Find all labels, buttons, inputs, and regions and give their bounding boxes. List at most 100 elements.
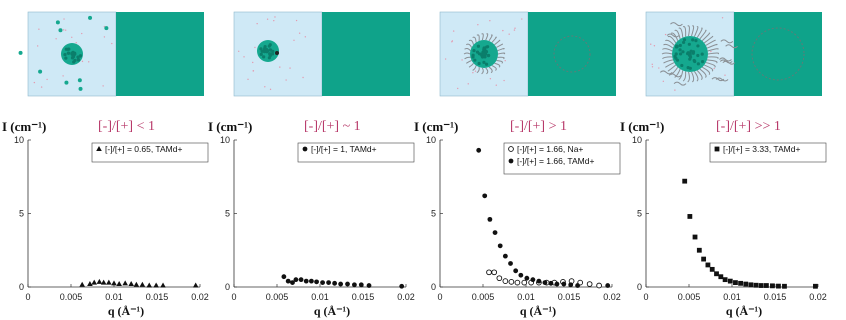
core-particle — [687, 42, 691, 46]
y-tick-label: 0 — [431, 282, 436, 292]
x-tick-label: 0.015 — [352, 292, 375, 302]
core-particle — [475, 50, 480, 54]
core-particle — [675, 44, 679, 48]
x-tick-label: 0 — [643, 292, 648, 302]
solvent-dot — [474, 70, 477, 72]
polymer-chain — [488, 66, 493, 74]
data-point-circle — [326, 280, 331, 285]
core-particle — [260, 49, 264, 53]
solvent-dot — [461, 59, 463, 61]
solvent-dot — [514, 27, 516, 29]
solvent-dot — [662, 80, 665, 83]
core-particle — [265, 49, 269, 53]
polymer-chain — [491, 36, 497, 43]
core-particle — [78, 54, 83, 58]
data-point-triangle — [133, 281, 140, 287]
x-tick-label: 0.015 — [558, 292, 581, 302]
x-tick-label: 0.015 — [146, 292, 169, 302]
data-point-square — [753, 282, 759, 288]
free-particle — [38, 69, 43, 74]
data-point-open-circle — [491, 269, 498, 276]
solvent-dot — [651, 63, 653, 66]
data-point-circle — [314, 279, 319, 285]
polymer-chain — [496, 60, 504, 64]
y-tick-label: 10 — [14, 135, 24, 145]
series-1 — [682, 178, 818, 289]
data-point-circle — [554, 281, 560, 287]
y-tick-label: 0 — [225, 282, 230, 292]
solvent-dot — [264, 86, 266, 88]
core-particle — [70, 51, 74, 55]
solvent-dot — [472, 72, 474, 74]
data-point-circle — [281, 274, 287, 280]
solvent-dot — [495, 84, 497, 86]
polymer-chain — [703, 35, 714, 44]
polymer-chain — [464, 47, 471, 51]
data-point-open-circle — [596, 282, 602, 289]
core-particle — [76, 55, 80, 59]
free-particle — [58, 28, 63, 33]
solvent-dot — [279, 66, 281, 68]
y-axis-label: I (cm⁻¹) — [620, 119, 664, 134]
polymer-chain — [699, 29, 707, 40]
data-point-square — [733, 280, 738, 285]
solvent-dot — [452, 30, 455, 32]
solvent-dot — [243, 56, 245, 58]
y-tick-label: 10 — [632, 135, 642, 145]
polymer-chain — [691, 71, 695, 83]
core-particle — [678, 52, 683, 56]
data-point-square — [776, 283, 781, 289]
solvent-dot — [64, 29, 67, 31]
data-point-square — [718, 274, 724, 280]
solvent-dot — [650, 43, 652, 45]
axes: 0 5 10 0 0.005 0.01 0.015 0.02 q (Å⁻¹) — [632, 135, 827, 318]
polymer-chain — [696, 70, 703, 81]
data-point-triangle — [106, 279, 112, 285]
polymer-chain — [468, 62, 474, 68]
solvent-dot — [81, 60, 84, 63]
core-particle — [486, 54, 491, 58]
solvent-dot — [88, 61, 90, 63]
core-particle — [66, 51, 70, 55]
core-particle — [484, 62, 489, 66]
data-point-circle — [548, 280, 554, 286]
solvent-dot — [289, 67, 291, 69]
legend-box — [297, 142, 415, 163]
data-point-triangle — [91, 279, 98, 285]
ratio-title: [-]/[+] < 1 — [98, 119, 155, 134]
solvent-dot — [502, 29, 504, 32]
core-particle — [700, 52, 704, 56]
solvent-dot — [444, 58, 447, 60]
polymer-chain — [694, 71, 699, 82]
polymer-chain — [464, 56, 471, 60]
polymer-chain — [663, 59, 674, 64]
data-point-circle — [285, 278, 291, 284]
legend-entry: [-]/[+] = 3.33, TAMd+ — [723, 144, 800, 154]
data-point-square — [722, 277, 728, 283]
free-chain — [711, 77, 725, 82]
free-particle — [88, 15, 93, 20]
data-point-circle — [605, 283, 611, 288]
data-point-circle — [518, 272, 524, 278]
x-tick-label: 0.005 — [60, 292, 83, 302]
data-point-circle — [497, 243, 503, 249]
x-tick-label: 0.015 — [764, 292, 787, 302]
polymer-chain — [693, 26, 699, 37]
solvent-dot — [103, 36, 106, 38]
polymer-chain — [662, 48, 673, 52]
data-point-circle — [524, 275, 530, 281]
data-point-triangle — [192, 282, 199, 288]
core-particle — [63, 52, 67, 57]
polymer-chain — [682, 71, 687, 82]
polymer-chain — [707, 52, 719, 55]
y-tick-label: 10 — [426, 135, 436, 145]
core-particle — [479, 52, 483, 57]
data-point-square — [782, 283, 787, 289]
data-point-circle — [482, 193, 488, 199]
schematic-contrast-panel — [528, 12, 616, 96]
solvent-dot — [653, 45, 656, 47]
x-axis-label: q (Å⁻¹) — [726, 304, 762, 318]
data-point-circle — [338, 281, 344, 287]
data-point-circle — [303, 278, 309, 284]
free-particle — [18, 50, 23, 55]
